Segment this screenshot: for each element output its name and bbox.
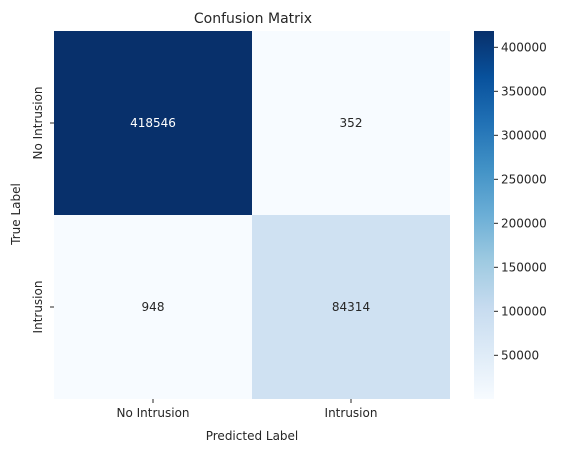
colorbar-tick-label: 150000 [501,260,547,274]
chart-title: Confusion Matrix [194,11,312,27]
colorbar [474,31,494,399]
cell-value-label: 352 [340,116,363,130]
y-tick-label: No Intrusion [31,86,45,159]
cell-value-label: 948 [142,300,165,314]
colorbar-tick-label: 350000 [501,84,547,98]
x-axis-label: Predicted Label [206,429,299,443]
cell-value-label: 84314 [332,300,370,314]
x-tick-label: No Intrusion [116,406,189,420]
heatmap-cells [54,31,450,399]
y-tick-label: Intrusion [31,281,45,334]
colorbar-tick-label: 100000 [501,304,547,318]
colorbar-tick-label: 50000 [501,348,539,362]
y-axis-label: True Label [9,183,23,246]
x-tick-label: Intrusion [325,406,378,420]
colorbar-tick-label: 400000 [501,40,547,54]
colorbar-ticks: 50000 100000 150000 200000 250000 300000 35000… [494,40,547,362]
y-axis-ticks: No Intrusion Intrusion [31,86,54,333]
x-axis-ticks: No Intrusion Intrusion [116,399,377,420]
colorbar-tick-label: 200000 [501,216,547,230]
cell-value-label: 418546 [130,116,176,130]
colorbar-tick-label: 250000 [501,172,547,186]
colorbar-tick-label: 300000 [501,128,547,142]
